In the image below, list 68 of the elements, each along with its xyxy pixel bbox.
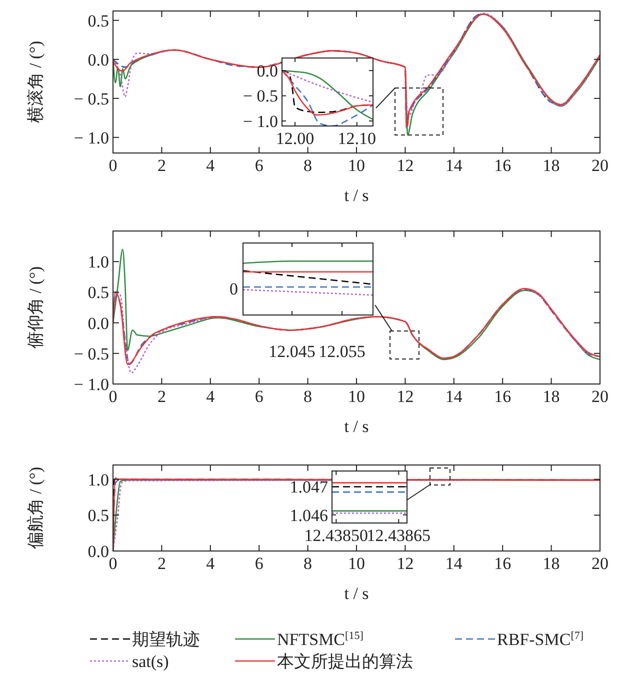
x-axis-title: t / s bbox=[344, 584, 369, 603]
y-tick-label: − 1.0 bbox=[74, 374, 109, 394]
x-tick-label: 12.00 bbox=[276, 129, 314, 148]
y-tick-label: 0.0 bbox=[88, 50, 109, 70]
x-tick-label: 20 bbox=[592, 156, 608, 175]
y-tick-label: 1.047 bbox=[290, 478, 328, 497]
y-tick-label: 0.5 bbox=[88, 506, 109, 526]
y-tick-label: 0.0 bbox=[256, 62, 278, 81]
legend-label: 期望轨迹 bbox=[132, 630, 200, 649]
x-axis-title: t / s bbox=[344, 417, 369, 436]
x-tick-label: 14 bbox=[445, 554, 463, 573]
x-tick-label: 20 bbox=[592, 387, 608, 406]
x-tick-label: 2 bbox=[157, 156, 166, 175]
x-tick-label: 16 bbox=[494, 156, 512, 175]
legend-label: RBF-SMC$^{[7]}$ bbox=[497, 630, 584, 649]
x-tick-label: 8 bbox=[304, 387, 312, 406]
legend-label: sat(s) bbox=[132, 652, 169, 671]
y-tick-label: 1.0 bbox=[88, 470, 109, 490]
x-tick-label: 0 bbox=[108, 554, 118, 573]
x-tick-label: 12 bbox=[396, 156, 414, 175]
legend-label: NFTSMC$^{[15]}$ bbox=[277, 630, 364, 649]
x-tick-label: 6 bbox=[254, 387, 264, 406]
y-tick-label: 0.5 bbox=[88, 11, 109, 30]
x-tick-label: 20 bbox=[592, 554, 608, 573]
y-tick-label: − 0.5 bbox=[74, 344, 109, 364]
x-tick-label: 18 bbox=[542, 554, 560, 573]
x-tick-label: 12.43865 bbox=[366, 526, 431, 545]
x-tick-label: 4 bbox=[206, 554, 216, 573]
x-tick-label: 10 bbox=[348, 554, 365, 573]
x-tick-label: 4 bbox=[206, 156, 216, 175]
x-tick-label: 12.10 bbox=[338, 129, 376, 148]
y-tick-label: 0.0 bbox=[88, 314, 109, 333]
x-tick-label: 6 bbox=[254, 554, 264, 573]
x-tick-label: 12.045 bbox=[268, 342, 316, 361]
x-tick-label: 16 bbox=[494, 387, 512, 406]
y-axis-title: 横滚角 / (°) bbox=[26, 40, 45, 124]
y-axis-title: 偏航角 / (°) bbox=[26, 466, 45, 550]
x-tick-label: 0 bbox=[108, 387, 118, 406]
y-tick-label: 0.5 bbox=[88, 283, 109, 302]
x-tick-label: 0 bbox=[108, 156, 118, 175]
y-tick-label: 0.0 bbox=[88, 542, 109, 561]
x-tick-label: 6 bbox=[254, 156, 264, 175]
x-axis-title: t / s bbox=[344, 186, 369, 205]
x-tick-label: 12 bbox=[396, 554, 414, 573]
y-tick-label: − 1.0 bbox=[242, 112, 278, 131]
x-tick-label: 4 bbox=[206, 387, 216, 406]
y-tick-label: − 0.5 bbox=[74, 89, 109, 108]
legend-label: 本文所提出的算法 bbox=[277, 652, 413, 671]
x-tick-label: 18 bbox=[542, 156, 560, 175]
x-tick-label: 8 bbox=[304, 554, 312, 573]
annotation: 0 bbox=[230, 279, 238, 298]
x-tick-label: 14 bbox=[445, 156, 463, 175]
x-tick-label: 12.055 bbox=[318, 342, 366, 361]
x-tick-label: 2 bbox=[157, 554, 166, 573]
y-tick-label: 1.0 bbox=[88, 252, 109, 272]
y-tick-label: 1.046 bbox=[290, 506, 328, 525]
y-tick-label: − 0.5 bbox=[242, 86, 278, 106]
x-tick-label: 10 bbox=[348, 156, 365, 175]
x-tick-label: 14 bbox=[445, 387, 463, 406]
x-tick-label: 12 bbox=[396, 387, 414, 406]
x-tick-label: 12.43850 bbox=[304, 526, 368, 545]
x-tick-label: 2 bbox=[157, 387, 166, 406]
x-tick-label: 10 bbox=[348, 387, 365, 406]
y-axis-title: 俯仰角 / (°) bbox=[26, 266, 45, 349]
x-tick-label: 18 bbox=[542, 387, 560, 406]
y-tick-label: − 1.0 bbox=[74, 128, 109, 148]
x-tick-label: 16 bbox=[494, 554, 512, 573]
x-tick-label: 8 bbox=[304, 156, 312, 175]
